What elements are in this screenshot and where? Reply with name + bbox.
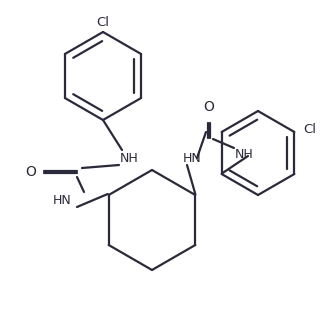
- Text: HN: HN: [183, 151, 202, 165]
- Text: Cl: Cl: [303, 123, 316, 136]
- Text: Cl: Cl: [97, 16, 110, 29]
- Text: HN: HN: [53, 193, 72, 207]
- Text: NH: NH: [120, 151, 139, 165]
- Text: NH: NH: [235, 148, 254, 162]
- Text: O: O: [25, 165, 36, 178]
- Text: O: O: [204, 100, 214, 114]
